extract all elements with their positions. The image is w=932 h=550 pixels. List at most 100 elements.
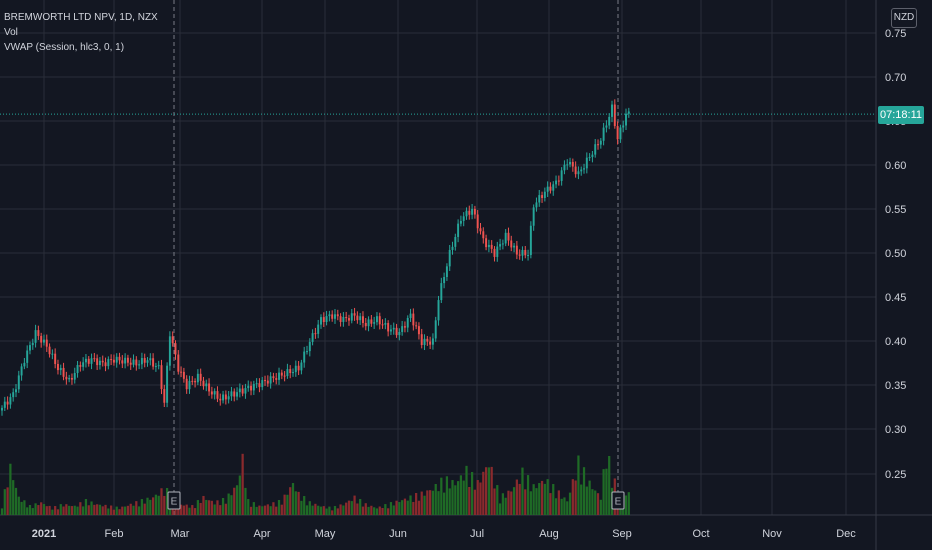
volume-bar [487,467,491,515]
x-tick-label: Jun [389,528,407,540]
volume-bar [182,505,186,515]
volume-bar [54,506,57,515]
candle-body [48,346,51,355]
candle-body [515,245,518,255]
volume-bar [48,505,51,515]
candle-body [499,244,502,247]
candle-body [420,334,423,346]
candle-body [504,232,507,244]
candle-body [210,391,213,395]
volume-bar [336,508,339,515]
volume-bar [462,480,465,515]
candle-body [96,358,99,366]
volume-bar [507,490,510,515]
candle-body [112,359,115,363]
volume-bar [202,495,205,515]
candle-body [59,367,62,371]
volume-bar [557,490,560,515]
legend-vwap[interactable]: VWAP (Session, hlc3, 0, 1) [4,42,125,53]
volume-bar [205,499,208,515]
candle-body [54,353,57,364]
candle-body [454,236,457,247]
candle-body [199,373,202,381]
volume-bar [482,471,485,515]
volume-bar [124,506,127,515]
candle-body [250,385,253,391]
candle-body [569,161,572,165]
volume-bar [378,506,381,515]
candle-body [154,366,157,368]
candle-body [107,359,110,367]
candle-body [51,353,54,355]
candle-body [347,318,350,321]
candle-body [328,314,331,317]
volume-bar [406,500,409,515]
volume-bar [322,506,325,515]
candle-body [320,317,322,325]
volume-bar [524,489,527,515]
candle-body [518,254,521,256]
volume-bar [599,499,602,515]
volume-bar [350,501,353,515]
volume-bar [325,508,328,515]
y-tick-label: 0.75 [885,28,906,40]
candle-body [17,375,20,390]
candle-body [126,357,129,363]
candle-body [188,380,191,390]
candle-body [132,359,135,365]
candle-body [121,360,124,364]
candle-body [524,249,527,256]
candle-body [389,329,392,332]
candle-body [546,186,549,192]
volume-bar [331,510,334,515]
volume-bar [381,508,384,515]
candle-body [166,365,169,403]
legend-vol[interactable]: Vol [4,27,18,38]
candle-body [194,381,197,383]
candle-body [342,317,345,322]
volume-bar [93,504,96,515]
candle-body [473,208,476,215]
candle-body [213,391,216,395]
volume-bar [107,508,110,515]
volume-bar [552,484,555,515]
candle-body [403,326,406,328]
volume-bar [415,493,418,515]
candle-body [152,358,155,367]
volume-bar [420,491,423,515]
y-tick-label: 0.55 [885,204,906,216]
legend-symbol[interactable]: BREMWORTH LTD NPV, 1D, NZX [4,12,158,23]
volume-bar [490,466,493,515]
candle-body [311,333,314,342]
candle-body [392,327,395,330]
x-tick-label: Nov [762,528,782,540]
volume-bar [73,505,76,515]
candle-body [468,210,471,215]
candle-body [493,248,496,257]
volume-bar [526,475,530,515]
volume-bar [456,481,460,515]
x-tick-label: Dec [836,528,856,540]
candle-body [146,360,149,363]
candle-body [423,338,426,346]
candle-body [353,313,356,316]
volume-bar [34,503,37,515]
candle-body [359,316,362,321]
volume-bar [193,508,197,515]
candle-body [110,359,113,361]
candle-body [23,362,26,367]
candle-body [208,383,211,392]
volume-bar [137,506,141,515]
currency-badge[interactable]: NZD [891,8,917,28]
volume-bar [571,479,574,515]
volume-bar [56,509,60,515]
candle-body [227,396,230,400]
volume-bar [529,491,532,515]
candle-body [300,362,303,371]
candle-body [238,388,241,393]
volume-bar [429,490,432,515]
candle-body [93,358,96,360]
volume-bar [132,505,135,515]
